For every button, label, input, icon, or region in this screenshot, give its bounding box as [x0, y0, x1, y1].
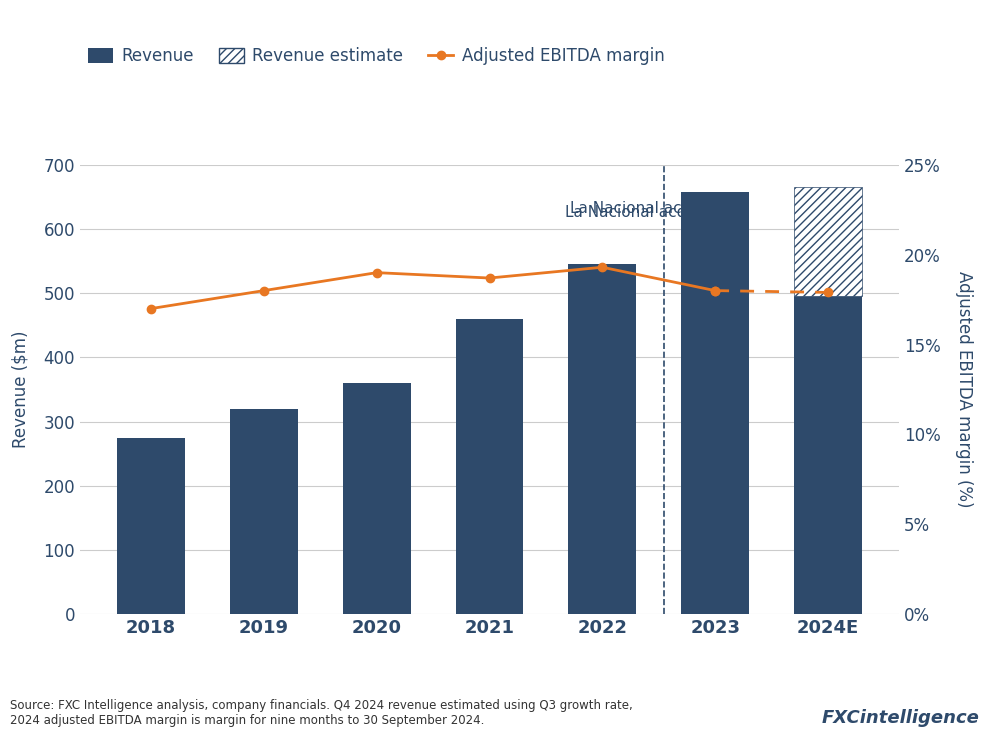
Bar: [230, 409, 298, 614]
Bar: [568, 264, 636, 614]
Bar: [681, 192, 749, 614]
Text: La Nacional acquisition: La Nacional acquisition: [570, 201, 747, 216]
Bar: [794, 297, 862, 614]
Text: Intermex yearly revenue and adjusted EBITDA margin, 2018-2023 and 2024E: Intermex yearly revenue and adjusted EBI…: [12, 120, 710, 138]
Bar: [456, 319, 523, 614]
Text: La Nacional acquisition: La Nacional acquisition: [564, 205, 741, 220]
Text: Source: FXC Intelligence analysis, company financials. Q4 2024 revenue estimated: Source: FXC Intelligence analysis, compa…: [10, 699, 632, 727]
Bar: [343, 383, 411, 614]
Text: Intermex declines to give FY 2024 guidance after Q3 contraction: Intermex declines to give FY 2024 guidan…: [12, 49, 999, 76]
Bar: [117, 437, 185, 614]
Bar: [794, 187, 862, 297]
Text: FXCintelligence: FXCintelligence: [821, 709, 979, 727]
Legend: Revenue, Revenue estimate, Adjusted EBITDA margin: Revenue, Revenue estimate, Adjusted EBIT…: [88, 47, 664, 65]
Y-axis label: Revenue ($m): Revenue ($m): [12, 331, 30, 448]
Y-axis label: Adjusted EBITDA margin (%): Adjusted EBITDA margin (%): [955, 271, 973, 508]
